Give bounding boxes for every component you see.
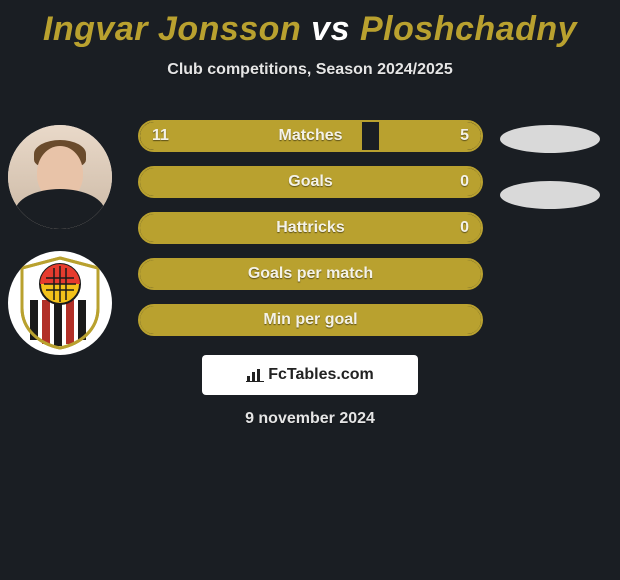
watermark-text: FcTables.com: [268, 366, 374, 384]
title-vs: vs: [311, 10, 350, 48]
player2-placeholders: [500, 125, 600, 237]
stat-row: Goals per match: [138, 258, 483, 290]
stat-row: Min per goal: [138, 304, 483, 336]
placeholder-ellipse: [500, 125, 600, 153]
comparison-title: Ingvar Jonsson vs Ploshchadny: [0, 0, 620, 49]
stat-value-right: 0: [460, 219, 469, 237]
date: 9 november 2024: [0, 410, 620, 428]
person-silhouette: [8, 125, 112, 229]
stat-label: Hattricks: [140, 219, 481, 237]
bar-chart-icon: [246, 368, 264, 382]
stat-value-right: 0: [460, 173, 469, 191]
placeholder-ellipse: [500, 181, 600, 209]
shield-icon: [18, 256, 102, 350]
stat-row: 11Matches5: [138, 120, 483, 152]
stat-label: Matches: [140, 127, 481, 145]
stat-row: Goals0: [138, 166, 483, 198]
player1-avatar: [8, 125, 112, 229]
title-player1: Ingvar Jonsson: [43, 10, 301, 48]
club-badge: [8, 251, 112, 355]
subtitle: Club competitions, Season 2024/2025: [0, 61, 620, 79]
stat-row: Hattricks0: [138, 212, 483, 244]
watermark[interactable]: FcTables.com: [202, 355, 418, 395]
title-player2: Ploshchadny: [360, 10, 577, 48]
left-avatars: [8, 125, 112, 377]
stat-label: Goals per match: [140, 265, 481, 283]
stat-value-right: 5: [460, 127, 469, 145]
stat-bars: 11Matches5Goals0Hattricks0Goals per matc…: [138, 120, 483, 350]
stat-label: Min per goal: [140, 311, 481, 329]
stat-label: Goals: [140, 173, 481, 191]
